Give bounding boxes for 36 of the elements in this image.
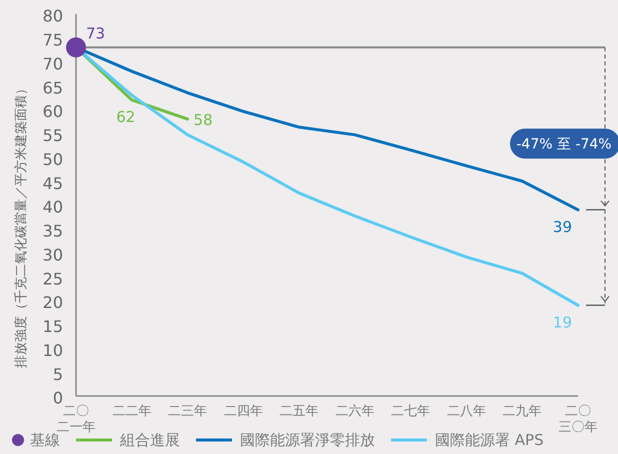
y-tick-label: 10	[42, 340, 63, 360]
legend-label: 國際能源署淨零排放	[240, 431, 375, 449]
x-tick-label: 二五年	[280, 404, 319, 419]
y-tick-label: 55	[42, 126, 63, 146]
data-label: 73	[86, 24, 106, 42]
y-tick-label: 75	[42, 30, 63, 50]
y-tick-label: 30	[42, 245, 63, 264]
y-tick-label: 35	[42, 222, 63, 241]
x-tick-label: 二三年	[168, 404, 208, 419]
x-tick-label: 二七年	[391, 404, 430, 419]
x-tick-label: 二〇三〇年	[558, 404, 598, 435]
x-tick-label: 二四年	[224, 404, 263, 419]
y-tick-label: 70	[42, 54, 63, 74]
x-tick-label: 二九年	[502, 404, 542, 419]
y-tick-label: 45	[42, 174, 63, 193]
x-tick-label: 二八年	[446, 404, 486, 419]
legend-label: 組合進展	[119, 431, 180, 449]
data-label: 58	[194, 111, 213, 130]
y-tick-label: 60	[42, 102, 63, 122]
y-tick-label: 80	[42, 6, 63, 26]
legend-label: 國際能源署 APS	[435, 431, 544, 449]
data-label: 39	[552, 218, 572, 236]
annotation: -47% 至 -74%	[516, 136, 612, 153]
data-label: 62	[116, 108, 136, 126]
y-tick-label: 5	[52, 364, 63, 384]
y-tick-label: 15	[42, 317, 63, 336]
y-tick-label: 20	[42, 293, 63, 312]
x-tick-label: 二六年	[335, 404, 374, 419]
y-tick-label: 25	[42, 269, 63, 288]
y-tick-label: 40	[42, 198, 63, 217]
y-tick-label: 50	[42, 150, 63, 169]
data-label: 19	[552, 313, 572, 332]
y-axis-title: 排放強度（千克二氧化碳當量／平方米建築面積）	[13, 82, 29, 368]
x-tick-label: 二二年	[112, 404, 152, 419]
y-tick-label: 65	[42, 78, 63, 98]
annotation-badge: -47% 至 -74%	[510, 128, 618, 159]
